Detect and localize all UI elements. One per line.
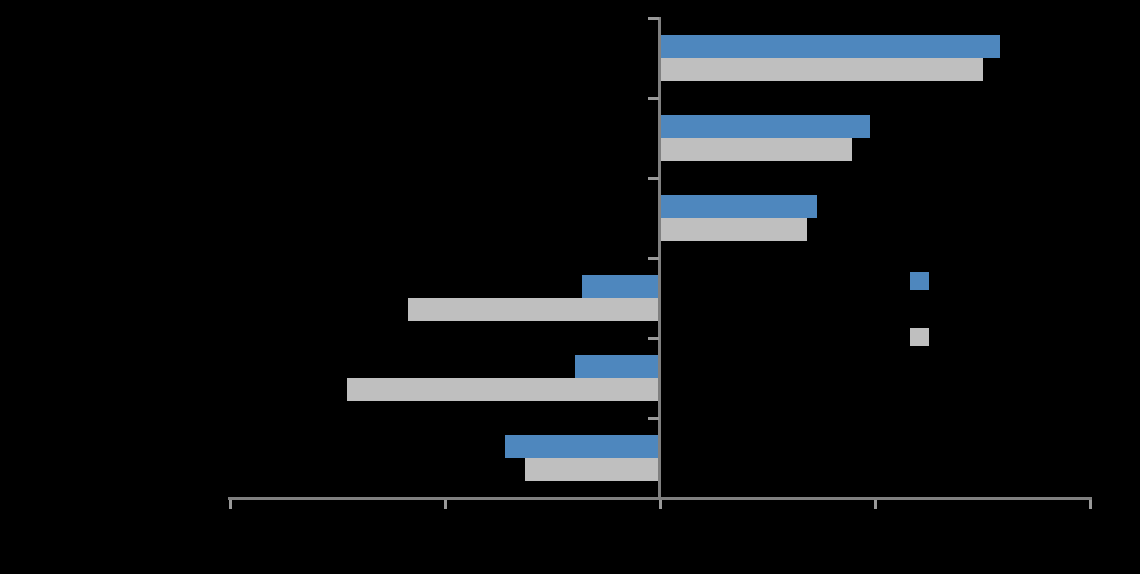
bar-series-blue-3 <box>660 195 817 218</box>
bar-series-blue-6 <box>505 435 660 458</box>
y-axis-tick-4 <box>648 257 659 260</box>
x-axis-tick-1 <box>228 500 232 509</box>
y-axis-line <box>658 17 661 500</box>
legend-swatch-series-gray <box>910 328 929 346</box>
x-axis-tick-4 <box>873 500 877 509</box>
bar-series-gray-6 <box>524 458 660 481</box>
bar-series-gray-2 <box>660 138 853 161</box>
x-axis-tick-3 <box>658 500 662 509</box>
x-axis-tick-2 <box>443 500 447 509</box>
y-axis-tick-6 <box>648 417 659 420</box>
bar-series-gray-4 <box>408 298 660 321</box>
bar-series-gray-5 <box>347 378 660 401</box>
bar-series-blue-2 <box>660 115 870 138</box>
bar-series-blue-4 <box>581 275 660 298</box>
y-axis-tick-5 <box>648 337 659 340</box>
bar-series-gray-1 <box>660 58 983 81</box>
bar-series-blue-5 <box>575 355 660 378</box>
y-axis-tick-3 <box>648 177 659 180</box>
y-axis-tick-2 <box>648 97 659 100</box>
x-axis-tick-5 <box>1088 500 1092 509</box>
bar-series-gray-3 <box>660 218 808 241</box>
bar-series-blue-1 <box>660 35 1000 58</box>
legend-swatch-series-blue <box>910 272 929 290</box>
x-axis-line <box>228 497 1092 500</box>
y-axis-tick-1 <box>648 17 659 20</box>
